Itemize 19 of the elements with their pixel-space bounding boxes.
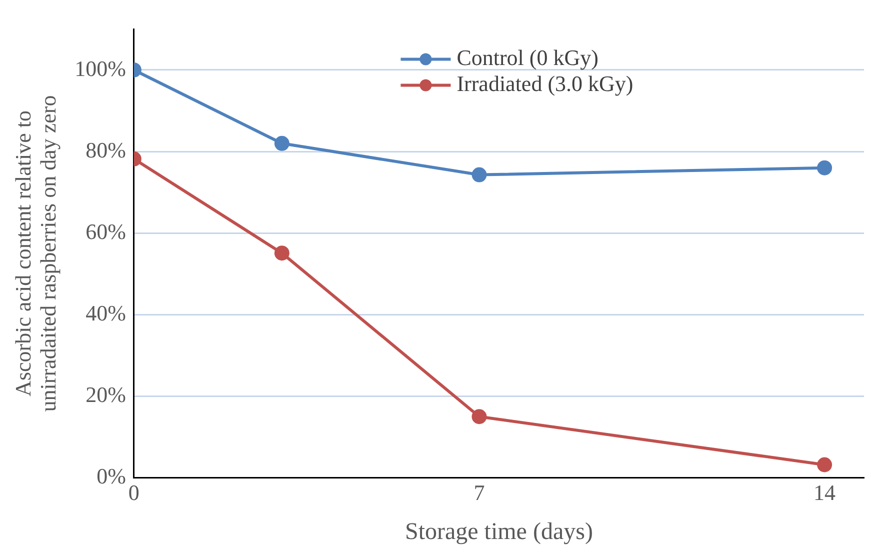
point <box>817 457 832 472</box>
point <box>472 167 487 182</box>
y-tick-label: 0% <box>96 464 126 489</box>
y-tick-label: 80% <box>86 137 126 162</box>
point <box>817 160 832 176</box>
y-tick-label: 60% <box>86 218 126 244</box>
legend-label: Irradiated (3.0 kGy) <box>456 70 634 96</box>
x-tick-label: 14 <box>814 480 836 505</box>
x-tick-label: 7 <box>474 480 485 505</box>
point <box>274 136 290 151</box>
y-tick-label: 100% <box>74 56 126 81</box>
y-axis-title: Ascorbic acid content relative to unirradaited raspberries on day zero <box>10 95 61 412</box>
x-tick-label: 0 <box>128 480 140 505</box>
x-axis-title: Storage time (days) <box>404 518 593 545</box>
y-tick-label: 40% <box>86 300 126 326</box>
point <box>472 409 487 424</box>
point <box>274 246 290 261</box>
y-tick-label: 20% <box>86 382 126 408</box>
legend-label: Control (0 kGy) <box>456 44 598 70</box>
